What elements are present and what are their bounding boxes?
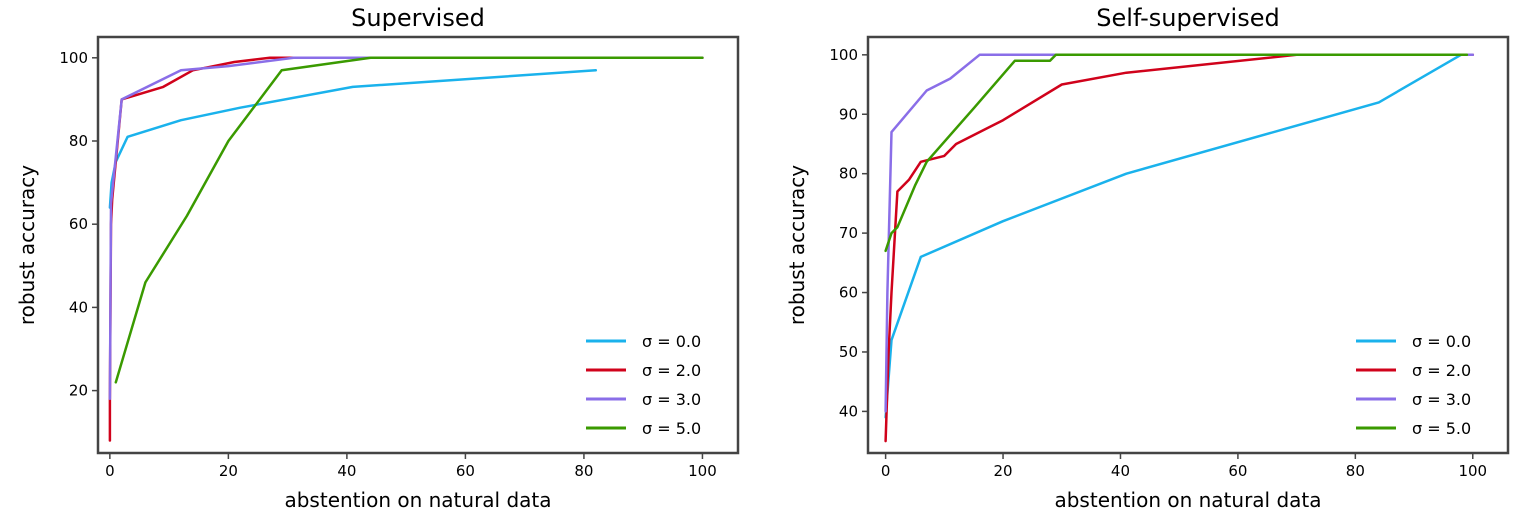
x-axis-label: abstention on natural data <box>1054 488 1321 512</box>
panel-self-supervised: Self-supervised 0 20 40 60 80 100 40 50 60 70 80 90 1… <box>785 4 1510 512</box>
x-tick-label: 0 <box>105 462 115 480</box>
plot-frame <box>866 35 1510 455</box>
series-group <box>884 53 1475 443</box>
legend-entry: σ = 2.0 <box>1412 361 1471 380</box>
legend-entry: σ = 3.0 <box>1412 390 1471 409</box>
x-tick-label: 60 <box>1228 462 1247 480</box>
x-tick-label: 20 <box>219 462 238 480</box>
series-line-2 <box>884 53 1475 413</box>
legend-entry: σ = 2.0 <box>642 361 701 380</box>
legend-entry: σ = 0.0 <box>642 332 701 351</box>
x-tick-label: 100 <box>1458 462 1487 480</box>
y-tick-label: 20 <box>69 382 88 400</box>
series-line-3 <box>114 56 704 384</box>
y-tick-label: 70 <box>839 224 858 242</box>
x-tick-label: 80 <box>574 462 593 480</box>
y-tick-label: 50 <box>839 343 858 361</box>
plot-frame <box>96 35 740 455</box>
y-tick-label: 60 <box>839 284 858 302</box>
x-tick-label: 0 <box>881 462 891 480</box>
x-tick-label: 80 <box>1346 462 1365 480</box>
series-group <box>108 56 704 442</box>
series-line-0 <box>108 69 598 209</box>
y-tick-label: 40 <box>839 402 858 420</box>
legend-entry: σ = 3.0 <box>642 390 701 409</box>
chart-title: Self-supervised <box>1096 4 1279 32</box>
chart-title: Supervised <box>351 4 485 32</box>
y-tick-label: 40 <box>69 298 88 316</box>
legend: σ = 0.0 σ = 2.0 σ = 3.0 σ = 5.0 <box>586 332 701 438</box>
x-tick-label: 40 <box>337 462 356 480</box>
y-tick-label: 80 <box>69 132 88 150</box>
x-tick-label: 40 <box>1111 462 1130 480</box>
series-line-3 <box>884 53 1469 253</box>
y-tick-label: 90 <box>839 105 858 123</box>
series-line-0 <box>884 53 1463 419</box>
y-tick-label: 60 <box>69 215 88 233</box>
series-line-1 <box>884 53 1475 443</box>
legend-entry: σ = 0.0 <box>1412 332 1471 351</box>
x-tick-label: 60 <box>456 462 475 480</box>
y-axis-label: robust accuracy <box>785 165 809 325</box>
x-tick-label: 100 <box>688 462 717 480</box>
series-line-2 <box>108 56 704 401</box>
panel-supervised: Supervised 0 20 40 60 80 100 20 40 60 80 100 abstent… <box>15 4 740 512</box>
y-tick-label: 100 <box>829 46 858 64</box>
y-tick-label: 100 <box>59 49 88 67</box>
legend-entry: σ = 5.0 <box>1412 419 1471 438</box>
x-axis-label: abstention on natural data <box>284 488 551 512</box>
x-tick-label: 20 <box>993 462 1012 480</box>
legend: σ = 0.0 σ = 2.0 σ = 3.0 σ = 5.0 <box>1356 332 1471 438</box>
legend-entry: σ = 5.0 <box>642 419 701 438</box>
y-tick-label: 80 <box>839 165 858 183</box>
y-axis-label: robust accuracy <box>15 165 39 325</box>
